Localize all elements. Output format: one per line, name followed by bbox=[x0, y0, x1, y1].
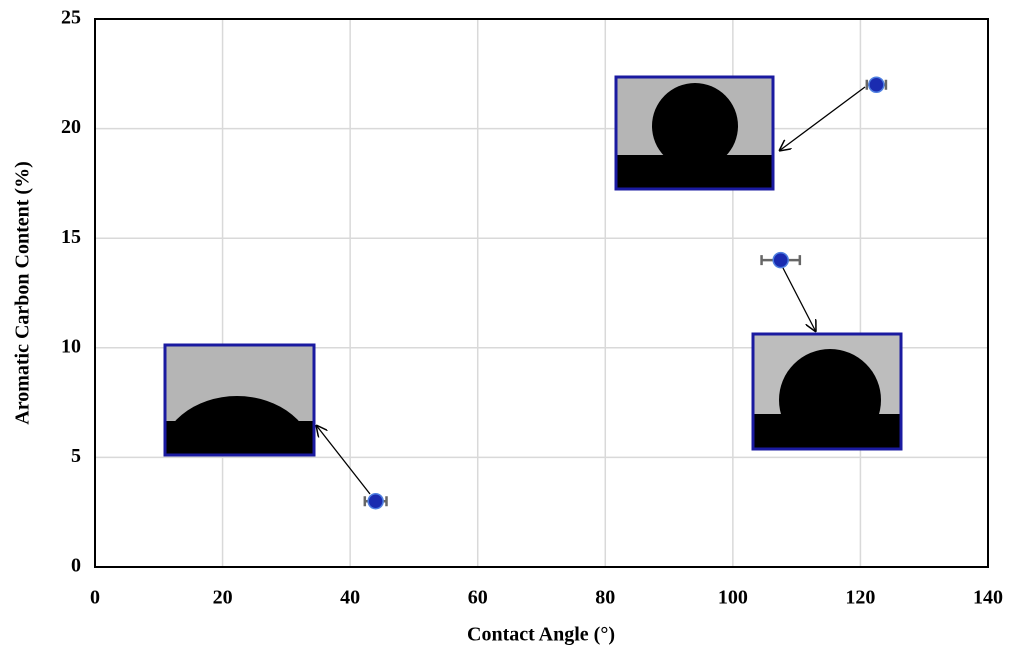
inset-image bbox=[753, 334, 901, 451]
x-tick-label: 0 bbox=[90, 587, 100, 609]
inset-image bbox=[616, 77, 773, 189]
chart: Contact Angle (°) Aromatic Carbon Conten… bbox=[0, 0, 1011, 652]
arrow bbox=[316, 425, 370, 494]
arrow bbox=[779, 87, 865, 151]
x-tick-label: 20 bbox=[213, 587, 233, 609]
x-tick-label: 40 bbox=[340, 587, 360, 609]
point bbox=[869, 77, 884, 92]
point bbox=[368, 494, 383, 509]
x-tick-label: 80 bbox=[595, 587, 615, 609]
y-tick-label: 10 bbox=[61, 335, 81, 357]
point bbox=[773, 253, 788, 268]
y-tick-label: 20 bbox=[61, 116, 81, 138]
inset-image bbox=[159, 345, 315, 524]
x-axis-label: Contact Angle (°) bbox=[467, 624, 615, 646]
x-tick-label: 100 bbox=[718, 587, 748, 609]
x-tick-label: 120 bbox=[845, 587, 875, 609]
y-axis-label: Aromatic Carbon Content (%) bbox=[12, 161, 34, 425]
y-tick-label: 5 bbox=[71, 445, 81, 467]
y-tick-label: 0 bbox=[71, 555, 81, 577]
x-tick-label: 60 bbox=[468, 587, 488, 609]
x-tick-label: 140 bbox=[973, 587, 1003, 609]
plot-frame bbox=[95, 19, 988, 567]
y-tick-label: 15 bbox=[61, 226, 81, 248]
y-tick-label: 25 bbox=[61, 7, 81, 29]
arrow bbox=[783, 268, 816, 332]
